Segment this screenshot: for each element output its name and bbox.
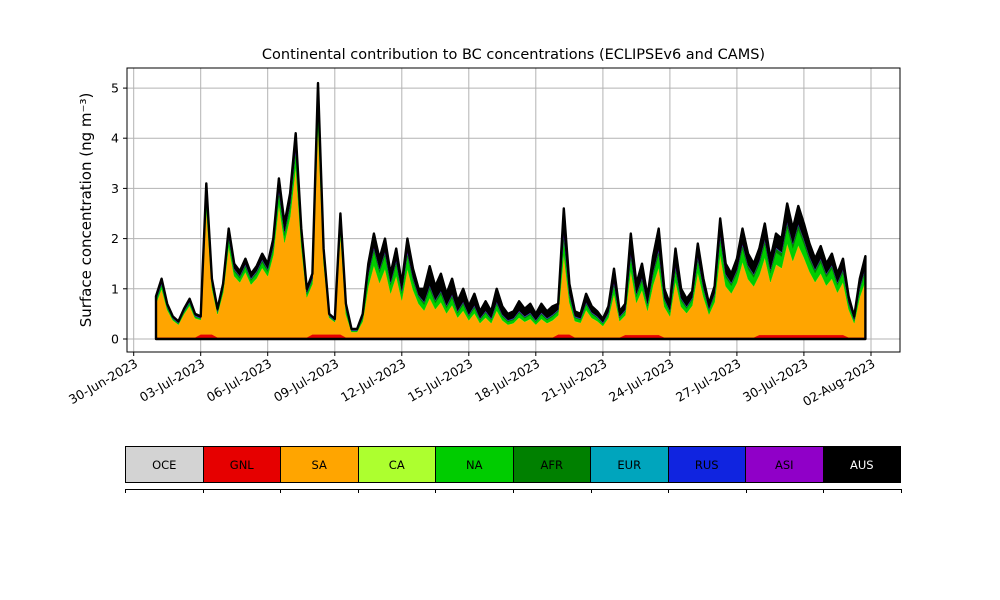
total-outline (154, 81, 867, 341)
legend-axis-tick (745, 489, 747, 493)
x-tick-label: 27-Jul-2023 (673, 356, 743, 405)
x-tick-label: 03-Jul-2023 (137, 356, 207, 405)
legend-item-rus: RUS (667, 446, 746, 483)
legend-item-oce: OCE (125, 446, 204, 483)
legend-axis-tick (823, 489, 825, 493)
legend-axis-tick (357, 489, 359, 493)
legend-label: NA (466, 457, 483, 472)
area-series-sa (155, 124, 866, 338)
legend-axis-tick (202, 489, 204, 493)
legend-label: ASI (774, 457, 794, 472)
legend-item-na: NA (435, 446, 514, 483)
legend-label: SA (311, 457, 327, 472)
legend: OCE GNL SA CA NA AFR EUR RUS ASI AUS (125, 446, 901, 483)
x-tick-label: 21-Jul-2023 (539, 356, 609, 405)
y-tick-label: 0 (111, 332, 119, 347)
legend-axis-tick (901, 489, 902, 493)
y-tick-label: 1 (111, 281, 119, 296)
y-tick-label: 4 (111, 131, 119, 146)
x-tick-label: 15-Jul-2023 (405, 356, 475, 405)
legend-label: RUS (694, 457, 719, 472)
x-tick-label: 30-Jun-2023 (66, 356, 140, 407)
legend-label: GNL (229, 457, 254, 472)
x-tick-label: 12-Jul-2023 (338, 356, 408, 405)
y-tick-label: 5 (111, 81, 119, 96)
x-tick-label: 09-Jul-2023 (271, 356, 341, 405)
legend-item-gnl: GNL (202, 446, 281, 483)
legend-item-eur: EUR (590, 446, 669, 483)
legend-axis-tick (280, 489, 282, 493)
y-tick-label: 3 (111, 181, 119, 196)
x-tick-label: 06-Jul-2023 (204, 356, 274, 405)
legend-item-afr: AFR (512, 446, 591, 483)
x-tick-label: 18-Jul-2023 (472, 356, 542, 405)
legend-item-aus: AUS (822, 446, 901, 483)
chart-title: Continental contribution to BC concentra… (261, 47, 766, 63)
legend-axis-tick (668, 489, 670, 493)
legend-item-ca: CA (357, 446, 436, 483)
x-tick-label: 02-Aug-2023 (800, 356, 878, 409)
plot-border (126, 67, 901, 353)
legend-axis-tick (125, 489, 126, 493)
legend-label: OCE (152, 457, 177, 472)
legend-axis-tick (513, 489, 514, 493)
x-tick-label: 24-Jul-2023 (606, 356, 676, 405)
legend-item-sa: SA (280, 446, 359, 483)
y-tick-label: 2 (111, 231, 119, 246)
legend-item-asi: ASI (745, 446, 824, 483)
legend-axis-tick (435, 489, 437, 493)
legend-label: CA (388, 457, 405, 472)
legend-axis-tick (590, 489, 592, 493)
legend-label: AFR (540, 457, 563, 472)
legend-label: EUR (617, 457, 642, 472)
legend-label: AUS (849, 457, 874, 472)
